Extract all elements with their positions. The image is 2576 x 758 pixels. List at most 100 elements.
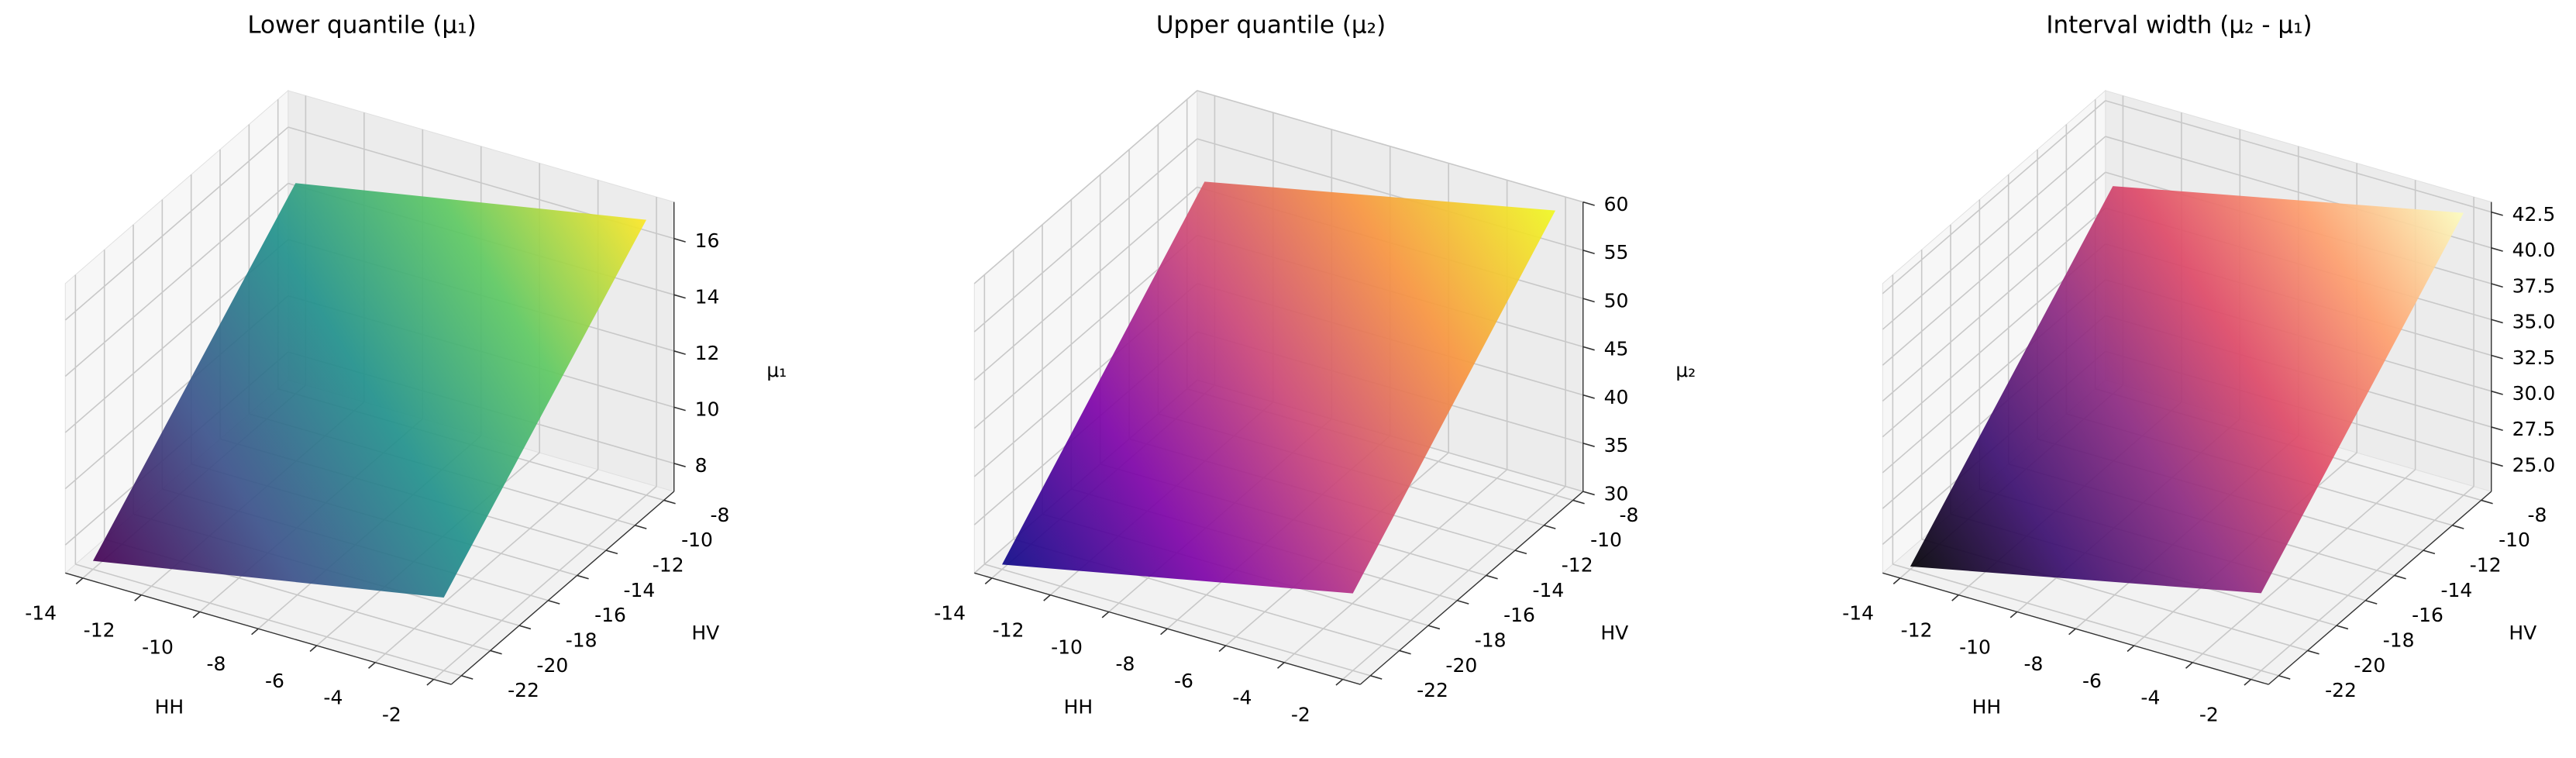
surface bbox=[92, 183, 647, 598]
x-tick bbox=[1335, 678, 1344, 686]
y-tick bbox=[518, 625, 532, 630]
x-tick bbox=[134, 594, 142, 601]
x-tick-label: -10 bbox=[1051, 636, 1083, 658]
y-tick bbox=[577, 574, 589, 580]
x-tick bbox=[1101, 611, 1110, 618]
x-tick-label: -2 bbox=[1291, 703, 1310, 725]
z-tick bbox=[1582, 491, 1595, 496]
x-tick-label: -4 bbox=[1232, 687, 1252, 709]
y-tick bbox=[1514, 550, 1527, 555]
grid-line bbox=[1283, 469, 1508, 663]
x-tick-label: -14 bbox=[1842, 602, 1874, 625]
y-tick-label: -12 bbox=[653, 553, 684, 576]
y-tick-label: -12 bbox=[1562, 553, 1593, 576]
y-tick-label: -14 bbox=[2440, 579, 2472, 601]
z-tick-label: 27.5 bbox=[2512, 418, 2556, 440]
y-tick-label: -12 bbox=[2470, 553, 2502, 576]
y-tick-label: -16 bbox=[1503, 604, 1535, 626]
y-axis-label: HV bbox=[2509, 622, 2536, 644]
y-tick bbox=[605, 550, 618, 555]
z-tick-label: 35.0 bbox=[2512, 311, 2556, 333]
y-tick bbox=[635, 525, 647, 529]
x-axis-label: HH bbox=[1064, 695, 1093, 718]
x-axis-label: HH bbox=[155, 695, 184, 718]
x-tick bbox=[75, 577, 84, 584]
chart-title: Upper quantile (μ₂) bbox=[1156, 12, 1386, 40]
x-tick-label: -2 bbox=[2199, 703, 2219, 725]
z-tick bbox=[2491, 354, 2503, 360]
y-tick bbox=[2307, 649, 2319, 655]
z-tick-label: 45 bbox=[1604, 338, 1629, 360]
z-tick bbox=[2491, 319, 2503, 324]
x-tick bbox=[367, 662, 376, 669]
z-tick bbox=[1582, 298, 1595, 303]
x-tick-label: -4 bbox=[323, 687, 343, 709]
z-tick bbox=[673, 294, 686, 299]
z-tick bbox=[673, 350, 686, 355]
y-tick bbox=[461, 675, 474, 680]
z-tick-label: 30.0 bbox=[2512, 382, 2556, 405]
grid-line bbox=[973, 138, 1198, 332]
y-tick-label: -8 bbox=[710, 504, 729, 526]
grid-line bbox=[973, 186, 1198, 381]
grid-line bbox=[374, 469, 599, 663]
x-tick-label: -6 bbox=[265, 670, 284, 692]
x-tick-label: -4 bbox=[2140, 687, 2160, 709]
z-tick-label: 40.0 bbox=[2512, 239, 2556, 261]
z-tick bbox=[2491, 462, 2503, 467]
x-tick bbox=[251, 628, 259, 636]
z-tick bbox=[1582, 394, 1595, 399]
axis-line bbox=[1882, 572, 2269, 685]
x-tick bbox=[426, 678, 435, 686]
grid-line bbox=[1882, 100, 2106, 295]
z-tick bbox=[1582, 443, 1595, 447]
axis-line bbox=[974, 572, 1361, 685]
grid-line bbox=[2105, 100, 2492, 213]
y-tick-label: -10 bbox=[2499, 529, 2530, 551]
y-tick-label: -22 bbox=[2325, 679, 2357, 701]
y-tick-label: -18 bbox=[2383, 629, 2415, 651]
y-tick bbox=[1572, 499, 1585, 505]
z-axis-label: μ₂ bbox=[1675, 359, 1696, 381]
y-tick bbox=[1399, 649, 1411, 655]
x-tick-label: -12 bbox=[84, 619, 115, 642]
x-tick bbox=[2127, 645, 2135, 653]
y-tick bbox=[663, 499, 676, 505]
z-tick bbox=[2491, 283, 2503, 288]
axis-line bbox=[1359, 491, 1584, 685]
z-tick-label: 16 bbox=[695, 229, 720, 252]
x-tick bbox=[1951, 594, 1959, 601]
z-tick-label: 32.5 bbox=[2512, 346, 2556, 369]
subplot: Lower quantile (μ₁)-14-12-10-8-6-4-2-22-… bbox=[25, 12, 787, 726]
surface bbox=[1001, 181, 1556, 594]
x-tick-label: -14 bbox=[934, 602, 966, 625]
grid-line bbox=[1882, 136, 2106, 330]
y-tick-label: -18 bbox=[566, 629, 598, 651]
subplot: Upper quantile (μ₂)-14-12-10-8-6-4-2-22-… bbox=[934, 12, 1696, 726]
z-tick-label: 10 bbox=[695, 398, 720, 421]
grid-line bbox=[64, 182, 289, 377]
x-tick bbox=[984, 577, 993, 584]
x-tick-label: -8 bbox=[1116, 653, 1135, 675]
y-tick bbox=[490, 649, 502, 655]
y-tick-label: -8 bbox=[1619, 504, 1638, 526]
y-tick-label: -14 bbox=[623, 579, 655, 601]
grid-line bbox=[1342, 485, 1566, 680]
x-tick bbox=[2185, 662, 2193, 669]
y-tick bbox=[1427, 625, 1441, 630]
x-tick bbox=[2068, 628, 2076, 636]
y-axis-label: HV bbox=[691, 622, 719, 644]
x-tick-label: -8 bbox=[2024, 653, 2044, 675]
y-tick-label: -22 bbox=[1417, 679, 1448, 701]
z-tick-label: 60 bbox=[1604, 193, 1629, 215]
z-tick-label: 35 bbox=[1604, 434, 1629, 457]
y-tick bbox=[1457, 600, 1469, 605]
y-tick-label: -10 bbox=[681, 529, 713, 551]
y-tick-label: -8 bbox=[2527, 504, 2547, 526]
z-tick bbox=[2491, 426, 2503, 432]
x-tick bbox=[1892, 577, 1901, 584]
x-tick bbox=[192, 611, 201, 618]
z-tick-label: 55 bbox=[1604, 241, 1629, 264]
y-tick-label: -14 bbox=[1532, 579, 1564, 601]
y-tick bbox=[2278, 675, 2291, 680]
